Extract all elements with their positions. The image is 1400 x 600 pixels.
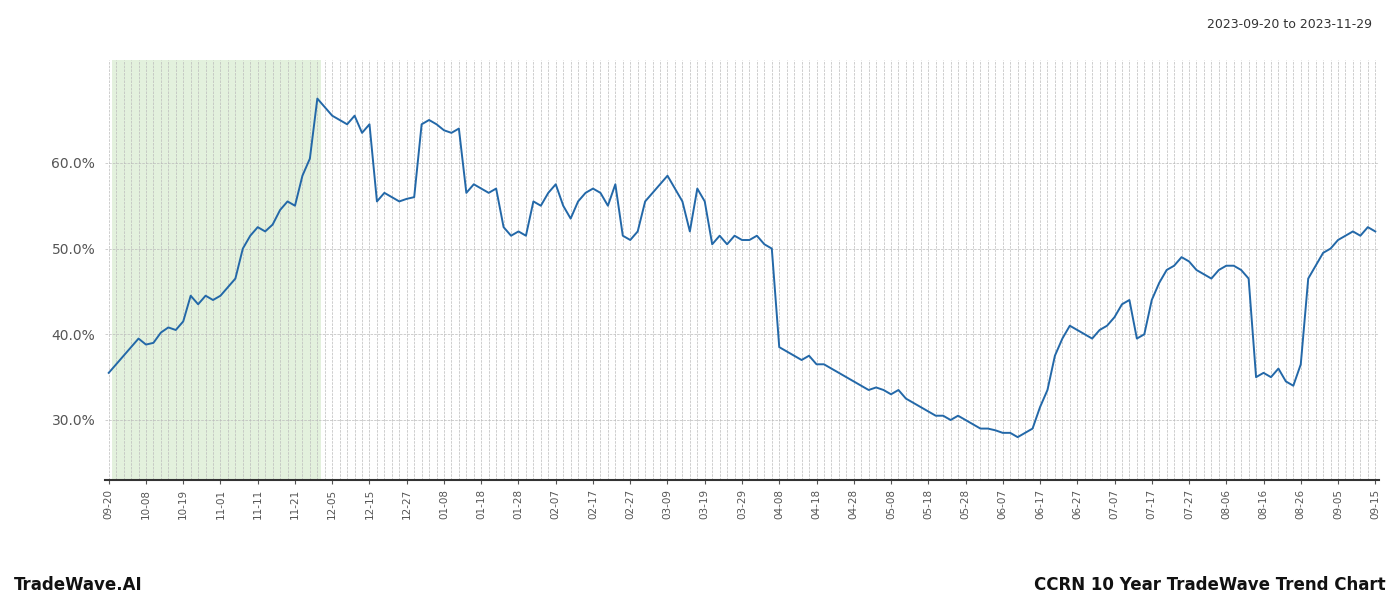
Text: 2023-09-20 to 2023-11-29: 2023-09-20 to 2023-11-29 bbox=[1207, 18, 1372, 31]
Text: CCRN 10 Year TradeWave Trend Chart: CCRN 10 Year TradeWave Trend Chart bbox=[1035, 576, 1386, 594]
Text: TradeWave.AI: TradeWave.AI bbox=[14, 576, 143, 594]
Bar bbox=[112, 60, 321, 480]
